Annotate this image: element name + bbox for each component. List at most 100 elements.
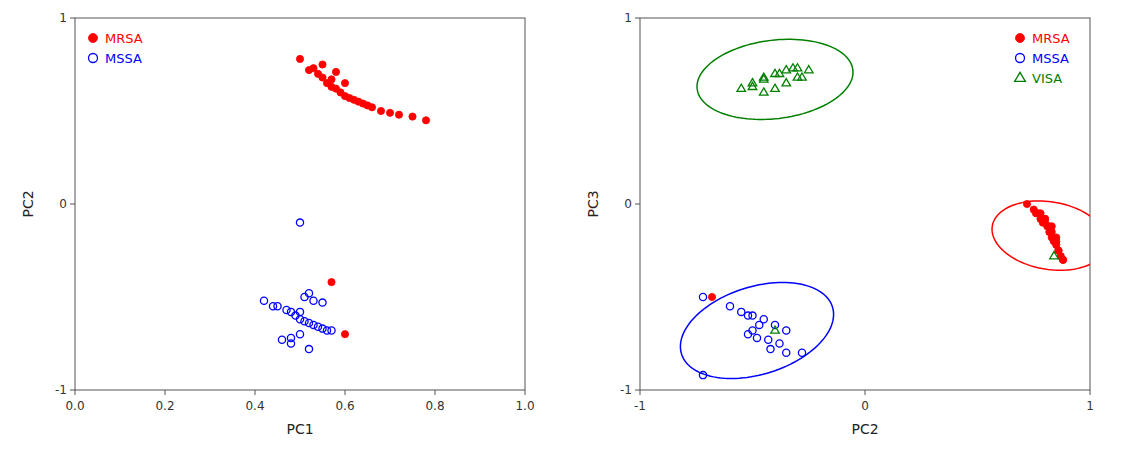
point [749,327,756,334]
point [771,326,780,333]
legend-marker [89,34,98,43]
point [377,107,384,114]
y-tick [70,390,75,391]
x-tick-label: 1.0 [515,399,534,413]
ellipse [680,282,833,378]
point [332,68,339,75]
x-tick-label: 0.6 [335,399,354,413]
point [386,109,393,116]
point [759,88,768,95]
plot-area [680,39,1090,378]
x-tick [525,390,526,395]
legend-marker [89,54,98,63]
plot-frame [75,18,525,390]
x-tick-label: 0.8 [425,399,444,413]
x-tick-label: 0 [861,399,869,413]
point [314,323,321,330]
x-tick [865,390,866,395]
figure: 0.00.20.40.60.81.0-101PC1PC2MRSAMSSA-101… [0,0,1137,455]
y-tick [635,18,640,19]
point [319,299,326,306]
point [269,303,276,310]
point [1059,256,1066,263]
point [341,331,348,338]
point [1041,215,1048,222]
point [278,336,285,343]
point [753,334,760,341]
x-tick [165,390,166,395]
y-axis-label: PC3 [585,190,601,217]
point [1048,228,1055,235]
x-tick-label: 0.4 [245,399,264,413]
series [708,200,1066,300]
series [260,219,335,353]
point [296,331,303,338]
series [737,64,1058,333]
y-tick-label: 1 [59,11,67,25]
point [1053,238,1060,245]
point [1041,215,1048,222]
panel: -1 0 1 -1 0 1 PC2 PC3 MRSA MSSA VISA [585,11,1107,437]
legend-label: MRSA [1032,31,1070,46]
point [699,293,706,300]
point [368,104,375,111]
point [296,316,303,323]
point [301,318,308,325]
point [296,219,303,226]
legend: MRSA MSSA VISA [1015,31,1070,86]
point [765,336,772,343]
point [775,69,784,76]
point [726,303,733,310]
point [776,340,783,347]
legend-label: MRSA [105,31,143,46]
point [744,312,751,319]
point [341,80,348,87]
point [798,349,805,356]
x-axis-label: PC2 [851,421,878,437]
y-tick-label: -1 [620,383,632,397]
point [1023,200,1030,207]
point [305,290,312,297]
y-tick-label: 0 [624,197,632,211]
point [296,308,303,315]
legend-marker [1016,34,1025,43]
point [771,84,780,91]
point [310,65,317,72]
ellipse [992,201,1090,270]
y-axis-label: PC2 [20,190,36,217]
legend-label: MSSA [105,51,142,66]
point [1055,247,1062,254]
point [738,308,745,315]
point [395,111,402,118]
point [328,279,335,286]
x-axis-label: PC1 [286,421,313,437]
point [319,61,326,68]
x-tick-label: 0.0 [65,399,84,413]
x-tick-label: -1 [634,399,646,413]
x-tick [1090,390,1091,395]
y-tick-label: 1 [624,11,632,25]
y-tick [635,204,640,205]
x-tick [640,390,641,395]
point [283,306,290,313]
y-tick [635,390,640,391]
point [310,321,317,328]
x-tick [75,390,76,395]
point [305,319,312,326]
legend-label: MSSA [1032,51,1069,66]
legend: MRSA MSSA [89,31,143,66]
x-tick [255,390,256,395]
point [310,297,317,304]
x-tick-label: 1 [1086,399,1094,413]
point [287,340,294,347]
point [409,113,416,120]
legend-marker [1016,54,1025,63]
point [708,293,715,300]
point [699,372,706,379]
point [1055,247,1062,254]
point [756,321,763,328]
y-tick-label: 0 [59,197,67,211]
point [260,297,267,304]
point [804,66,813,73]
legend-label: VISA [1032,71,1062,86]
